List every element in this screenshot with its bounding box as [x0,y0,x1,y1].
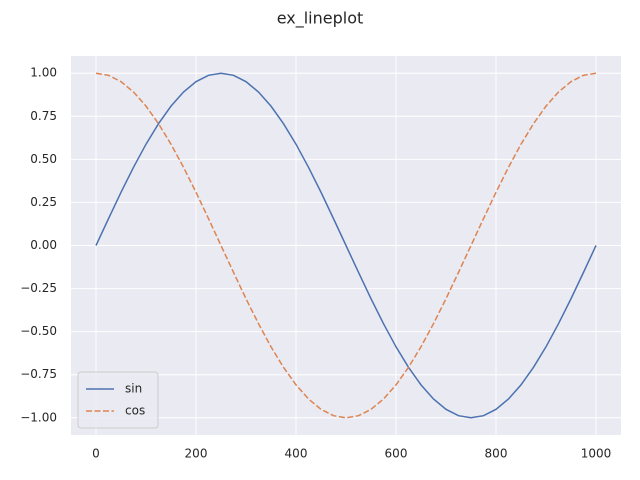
y-tick-label: −1.00 [20,410,57,424]
y-tick-label: −0.50 [20,324,57,338]
y-tick-label: 1.00 [30,66,57,80]
x-tick-label: 200 [185,447,208,461]
y-tick-label: 0.75 [30,109,57,123]
line-series [95,72,597,419]
x-tick-label: 800 [485,447,508,461]
x-tick-label: 600 [385,447,408,461]
y-tick-label: 0.25 [30,195,57,209]
y-tick-label: 0.50 [30,152,57,166]
chart-title: ex_lineplot [277,9,364,29]
y-tick-label: 0.00 [30,238,57,252]
x-tick-label: 1000 [581,447,612,461]
x-tick-label: 0 [92,447,100,461]
x-tick-label: 400 [285,447,308,461]
y-tick-label: −0.25 [20,281,57,295]
legend-label: cos [125,404,145,418]
legend-label: sin [125,382,142,396]
y-tick-label: −0.75 [20,367,57,381]
line-series [95,72,597,419]
legend-box [77,371,159,429]
